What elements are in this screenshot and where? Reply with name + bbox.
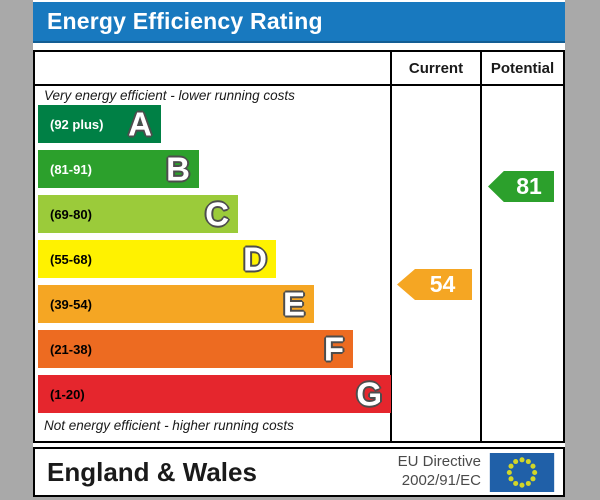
- caption-very-efficient: Very energy efficient - lower running co…: [44, 88, 295, 103]
- band-range: (81-91): [50, 161, 92, 177]
- band-range: (55-68): [50, 251, 92, 267]
- band-range: (69-80): [50, 206, 92, 222]
- band-row-g: (1-20) G: [38, 375, 391, 413]
- potential-rating-value: 81: [516, 173, 542, 199]
- band-range: (92 plus): [50, 116, 104, 132]
- column-divider-potential: [480, 52, 482, 441]
- band-row-e: (39-54) E: [38, 285, 314, 323]
- eu-directive-line2: 2002/91/EC: [401, 472, 481, 489]
- band-row-b: (81-91) B: [38, 150, 199, 188]
- band-letter: F: [323, 330, 344, 368]
- band-letter: C: [205, 195, 229, 233]
- band-letter: E: [282, 285, 305, 323]
- title-bar: Energy Efficiency Rating: [33, 2, 565, 43]
- epc-certificate: Energy Efficiency Rating Current Potenti…: [33, 0, 565, 497]
- region-label: England & Wales: [47, 456, 257, 487]
- eu-flag-icon: [489, 453, 555, 492]
- band-letter: A: [128, 105, 152, 143]
- potential-rating-arrow: 81: [488, 171, 554, 202]
- column-header-current: Current: [408, 59, 464, 77]
- band-letter: D: [243, 240, 267, 278]
- band-range: (1-20): [50, 386, 85, 402]
- header-divider: [35, 84, 563, 86]
- current-rating-arrow: 54: [397, 269, 472, 300]
- band-row-a: (92 plus) A: [38, 105, 161, 143]
- current-rating-value: 54: [429, 271, 456, 297]
- band-letter: B: [166, 150, 190, 188]
- footer-bar: England & Wales EU Directive 2002/91/EC: [33, 447, 565, 497]
- caption-not-efficient: Not energy efficient - higher running co…: [44, 418, 294, 433]
- page-title: Energy Efficiency Rating: [47, 8, 323, 34]
- band-range: (39-54): [50, 296, 92, 312]
- band-range: (21-38): [50, 341, 92, 357]
- rating-chart: Current Potential Very energy efficient …: [33, 50, 565, 443]
- band-row-c: (69-80) C: [38, 195, 238, 233]
- eu-directive-line1: EU Directive: [397, 453, 481, 471]
- eu-directive-text: EU Directive 2002/91/EC: [398, 449, 481, 495]
- band-letter: G: [356, 375, 382, 413]
- band-row-d: (55-68) D: [38, 240, 276, 278]
- column-divider-current: [390, 52, 392, 441]
- band-row-f: (21-38) F: [38, 330, 353, 368]
- column-header-potential: Potential: [490, 59, 555, 77]
